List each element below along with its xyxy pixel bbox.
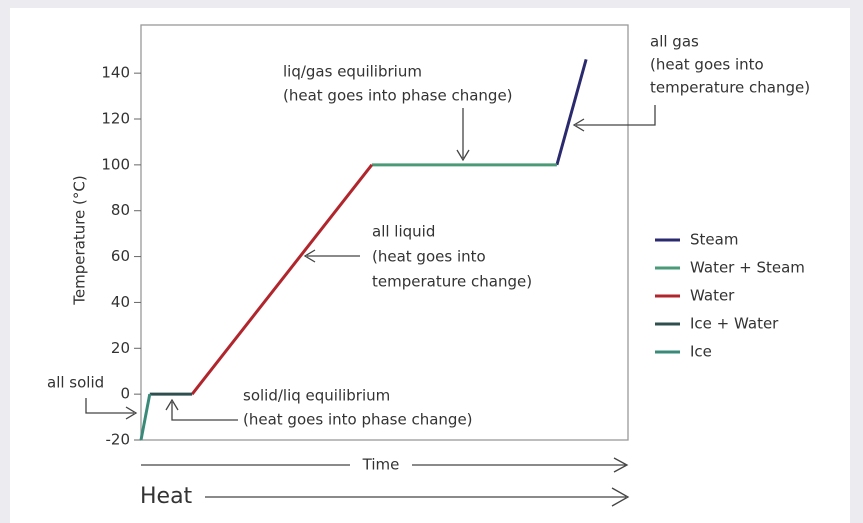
x-axis-label-secondary: Heat: [140, 484, 193, 509]
y-tick-label: 120: [101, 110, 130, 128]
panel: [10, 8, 850, 523]
y-tick-label: 80: [111, 201, 130, 219]
annotation: all liquid: [372, 223, 435, 241]
legend-label: Steam: [690, 231, 738, 249]
line-segment: [139, 393, 152, 441]
y-tick-label: 40: [111, 293, 130, 311]
y-tick-label: 60: [111, 247, 130, 265]
annotation: (heat goes into phase change): [243, 411, 473, 429]
annotation: all gas: [650, 33, 699, 51]
annotation: (heat goes into: [650, 56, 764, 74]
arrows: [85, 105, 656, 507]
annotation: temperature change): [650, 79, 810, 97]
annotation: (heat goes into phase change): [283, 87, 513, 105]
legend-label: Water + Steam: [690, 259, 805, 277]
y-axis-label: Temperature (°C): [71, 175, 89, 305]
legend-label: Water: [690, 287, 735, 305]
annotation: all solid: [47, 374, 104, 392]
line-segment: [190, 163, 374, 396]
x-axis-label: Time: [362, 456, 400, 474]
legend-label: Ice: [690, 343, 712, 361]
line-segment: [555, 58, 588, 166]
y-tick-label: 0: [120, 385, 130, 403]
y-tick-label: 140: [101, 64, 130, 82]
annotation: (heat goes into: [372, 248, 486, 266]
y-tick-label: -20: [106, 431, 131, 449]
annotation: solid/liq equilibrium: [243, 387, 390, 405]
plot-frame: [140, 24, 629, 441]
y-tick-label: 20: [111, 339, 130, 357]
legend-label: Ice + Water: [690, 315, 779, 333]
y-tick-label: 100: [101, 155, 130, 173]
annotation: temperature change): [372, 273, 532, 291]
annotation: liq/gas equilibrium: [283, 63, 422, 81]
